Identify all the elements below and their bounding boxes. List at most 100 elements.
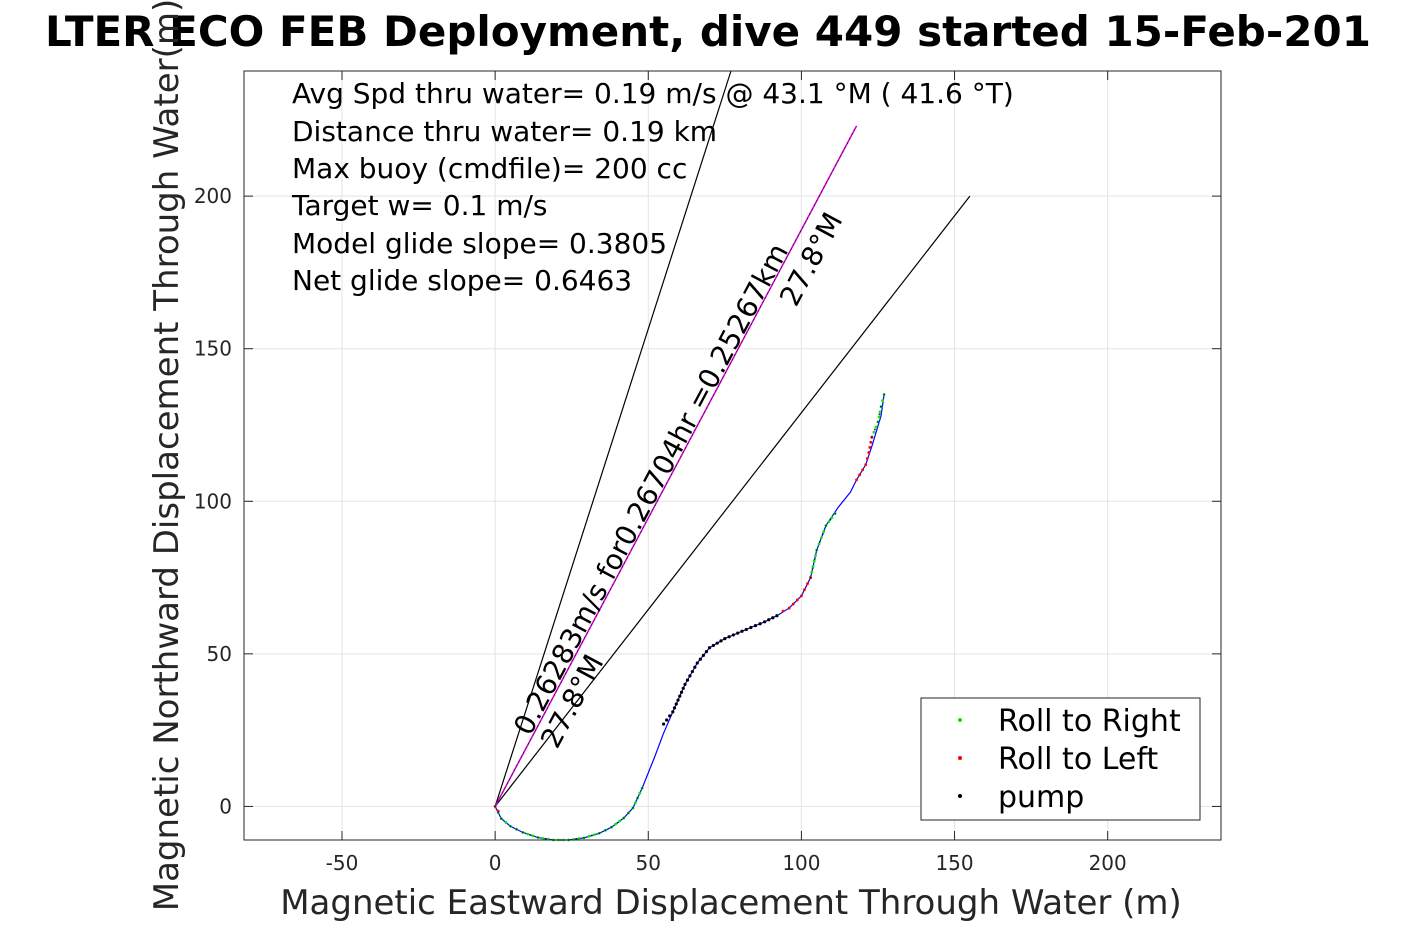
y-tick-label: 0 (219, 794, 232, 818)
point-pump (758, 622, 762, 626)
y-tick-label: 200 (194, 184, 232, 208)
point-pump (715, 641, 719, 645)
point-pump (674, 702, 678, 706)
point-pump (668, 714, 672, 718)
x-tick-label: 150 (935, 851, 973, 875)
point-roll-to-right (812, 559, 816, 563)
point-roll-to-left (868, 445, 872, 449)
point-pump-overlay (575, 838, 578, 840)
point-roll-to-right (819, 536, 823, 540)
point-pump-overlay (598, 832, 601, 835)
point-roll-to-right (587, 834, 591, 838)
point-roll-to-right (541, 836, 545, 840)
point-roll-to-left (869, 440, 873, 444)
point-pump (688, 674, 692, 678)
point-roll-to-left (803, 588, 806, 592)
point-roll-to-left (865, 457, 869, 460)
point-pump (707, 646, 712, 650)
grid (244, 71, 1221, 840)
point-pump-overlay (494, 805, 497, 808)
point-roll-to-left (781, 609, 785, 613)
point-pump (693, 665, 697, 669)
point-roll-to-right (614, 822, 618, 826)
bearing-line-dots (494, 125, 857, 807)
point-roll-to-left (858, 473, 862, 477)
y-tick-label: 150 (194, 337, 232, 361)
point-pump (704, 649, 709, 654)
point-roll-to-right (810, 570, 814, 574)
point-pump-overlay (497, 811, 500, 814)
point-roll-to-right (526, 832, 530, 836)
point-roll-to-right (531, 834, 535, 838)
point-roll-to-left (864, 463, 868, 467)
point-pump (763, 620, 767, 624)
point-pump (661, 722, 666, 726)
point-roll-to-left (867, 451, 871, 454)
point-pump (676, 698, 680, 702)
point-pump (744, 627, 748, 632)
point-roll-to-left (496, 809, 500, 813)
point-pump (719, 639, 723, 643)
point-roll-to-right (822, 530, 826, 534)
point-roll-to-right (618, 819, 622, 823)
point-pump-overlay (515, 828, 518, 831)
annotation-block: Avg Spd thru water= 0.19 m/s @ 43.1 °M (… (291, 77, 1014, 297)
point-roll-to-right (874, 425, 878, 429)
point-pump-overlay (537, 836, 539, 839)
legend: Roll to Right Roll to Left pump (920, 697, 1201, 821)
reference-lines (494, 70, 971, 807)
point-pump-overlay (813, 558, 816, 561)
point-pump (753, 624, 758, 628)
point-roll-to-right (504, 821, 508, 824)
point-pump (690, 669, 694, 674)
point-roll-to-right (877, 415, 881, 419)
point-pump-overlay (622, 817, 625, 819)
point-pump-overlay (870, 436, 873, 439)
point-pump (723, 636, 727, 641)
point-roll-to-right (592, 833, 596, 837)
point-pump-overlay (809, 576, 812, 579)
point-pump (671, 710, 675, 714)
point-pump (678, 694, 682, 698)
point-pump (731, 633, 736, 637)
point-pump-overlay (825, 524, 827, 527)
annotation-avg-speed: Avg Spd thru water= 0.19 m/s @ 43.1 °M (… (292, 77, 1014, 110)
point-pump-overlay (509, 825, 512, 828)
point-roll-to-right (881, 399, 884, 402)
legend-box (920, 697, 1201, 821)
x-tick-label: 200 (1089, 851, 1127, 875)
y-axis-label: Magnetic Northward Displacement Through … (147, 0, 187, 911)
point-pump-overlay (641, 787, 644, 790)
point-roll-to-right (633, 801, 637, 805)
point-roll-to-right (817, 542, 821, 546)
point-pump (681, 686, 685, 690)
y-tick-label: 50 (207, 642, 232, 666)
cone-line (494, 70, 732, 807)
point-pump-overlay (829, 518, 832, 521)
x-axis-label: Magnetic Eastward Displacement Through W… (280, 883, 1182, 923)
point-pump-overlay (500, 817, 503, 820)
point-roll-to-left (795, 598, 799, 602)
point-pump-overlay (818, 541, 821, 543)
point-pump (698, 657, 702, 661)
point-pump (679, 690, 684, 694)
x-tick-label: 50 (636, 851, 661, 875)
point-roll-to-right (638, 791, 642, 795)
point-pump-overlay (834, 512, 837, 515)
point-roll-to-left (787, 606, 791, 610)
point-roll-to-left (855, 478, 858, 482)
point-pump-overlay (874, 428, 876, 431)
point-pump-overlay (610, 826, 613, 829)
x-tick-label: -50 (326, 851, 359, 875)
point-pump (727, 635, 731, 639)
point-roll-to-right (878, 410, 882, 414)
point-pump (665, 718, 669, 722)
plot-frame (243, 70, 1222, 841)
annotation-max-buoy: Max buoy (cmdfile)= 200 cc (292, 152, 687, 185)
annotation-net-glide: Net glide slope= 0.6463 (292, 264, 632, 297)
point-roll-to-left (791, 602, 795, 606)
point-pump (695, 661, 699, 665)
point-pump-overlay (880, 405, 882, 408)
point-roll-to-left (861, 468, 865, 472)
